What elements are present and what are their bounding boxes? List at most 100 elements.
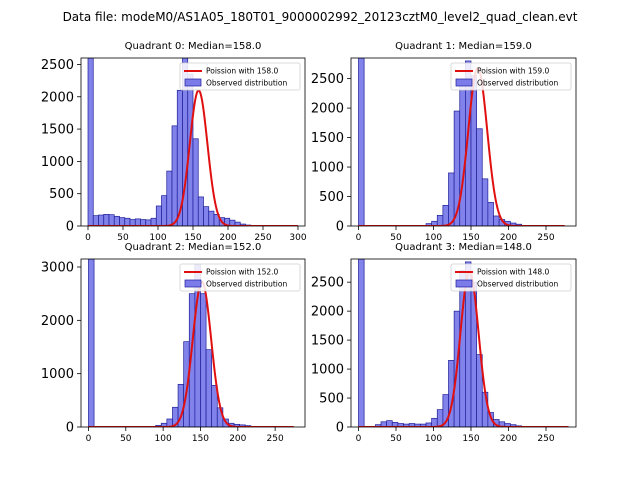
axes-frame bbox=[350, 57, 577, 227]
legend: Poission with 158.0 Observed distribution bbox=[179, 62, 301, 91]
histogram-bar bbox=[103, 214, 110, 226]
y-tick-label: 2000 bbox=[311, 305, 344, 320]
y-tick-label: 0 bbox=[66, 220, 74, 235]
subplot-title: Quadrant 2: Median=152.0 bbox=[125, 242, 262, 253]
legend-box bbox=[179, 62, 301, 91]
y-tick-label: 1000 bbox=[41, 155, 74, 170]
legend: Poission with 148.0 Observed distribution bbox=[450, 263, 572, 292]
y-tick-label: 2500 bbox=[41, 58, 74, 73]
x-tick-label: 200 bbox=[500, 233, 517, 243]
subplot-0: Quadrant 0: Median=158.00500100015002000… bbox=[41, 41, 307, 243]
histogram-bar bbox=[98, 214, 105, 226]
x-tick-label: 50 bbox=[117, 233, 129, 243]
histogram-bar bbox=[481, 178, 489, 226]
histogram-bar bbox=[203, 206, 210, 226]
x-tick-label: 0 bbox=[86, 434, 92, 444]
histogram-bar bbox=[493, 215, 500, 226]
y-tick-label: 0 bbox=[66, 421, 74, 436]
histogram-bar bbox=[113, 215, 120, 226]
y-tick-label: 500 bbox=[319, 190, 344, 205]
histogram-bar bbox=[208, 210, 215, 226]
legend-entry-observed: Observed distribution bbox=[477, 280, 558, 289]
y-tick-label: 2000 bbox=[41, 90, 74, 105]
x-tick-label: 250 bbox=[537, 434, 554, 444]
y-tick-label: 500 bbox=[319, 392, 344, 407]
x-tick-label: 50 bbox=[120, 434, 132, 444]
legend-box bbox=[179, 263, 301, 292]
legend: Poission with 152.0 Observed distribution bbox=[179, 263, 301, 292]
legend-entry-observed: Observed distribution bbox=[206, 280, 287, 289]
legend-entry-poisson: Poission with 152.0 bbox=[206, 268, 279, 277]
poisson-curve bbox=[358, 270, 569, 427]
histogram-bar bbox=[124, 217, 131, 226]
x-tick-label: 0 bbox=[85, 233, 91, 243]
y-tick-label: 2500 bbox=[311, 276, 344, 291]
x-tick-label: 100 bbox=[155, 434, 172, 444]
y-tick-label: 2000 bbox=[41, 314, 74, 329]
x-tick-label: 250 bbox=[537, 233, 554, 243]
y-tick-label: 1500 bbox=[41, 123, 74, 138]
figure-suptitle: Data file: modeM0/AS1A05_180T01_90000029… bbox=[63, 10, 578, 24]
x-tick-label: 200 bbox=[229, 434, 246, 444]
y-tick-label: 2000 bbox=[311, 102, 344, 117]
poisson-curve bbox=[88, 280, 294, 427]
histogram-bar bbox=[205, 349, 213, 427]
y-tick-label: 500 bbox=[49, 187, 74, 202]
x-tick-label: 200 bbox=[219, 233, 236, 243]
y-tick-label: 1000 bbox=[311, 363, 344, 378]
legend: Poission with 159.0 Observed distribution bbox=[450, 62, 572, 91]
histogram-bar bbox=[192, 138, 199, 226]
histogram-bar bbox=[431, 417, 438, 427]
x-tick-label: 150 bbox=[462, 233, 479, 243]
x-tick-label: 250 bbox=[254, 233, 271, 243]
subplot-title: Quadrant 0: Median=158.0 bbox=[125, 41, 262, 52]
histogram-bar bbox=[436, 215, 444, 226]
plot-area-0 bbox=[87, 58, 298, 226]
x-tick-label: 100 bbox=[149, 233, 166, 243]
x-tick-label: 150 bbox=[184, 233, 201, 243]
y-tick-label: 2500 bbox=[311, 72, 344, 87]
legend-bar-swatch bbox=[184, 78, 202, 87]
histogram-bar bbox=[119, 217, 126, 226]
y-tick-label: 1500 bbox=[311, 334, 344, 349]
poisson-curve bbox=[88, 89, 298, 226]
subplot-title: Quadrant 1: Median=159.0 bbox=[395, 41, 532, 52]
x-tick-label: 0 bbox=[356, 233, 362, 243]
x-tick-label: 250 bbox=[267, 434, 284, 444]
y-tick-label: 0 bbox=[336, 220, 344, 235]
legend-entry-poisson: Poission with 148.0 bbox=[477, 268, 550, 277]
histogram-bar bbox=[197, 196, 204, 226]
histogram-bar bbox=[88, 259, 95, 427]
subplot-1: Quadrant 1: Median=159.00500100015002000… bbox=[311, 41, 577, 243]
histogram-bar bbox=[358, 259, 365, 427]
legend-bar-swatch bbox=[455, 279, 473, 288]
x-tick-label: 150 bbox=[192, 434, 209, 444]
histogram-bar bbox=[134, 218, 141, 226]
histogram-bar bbox=[161, 195, 168, 226]
y-tick-label: 1000 bbox=[41, 367, 74, 382]
x-tick-label: 200 bbox=[500, 434, 517, 444]
y-tick-label: 1500 bbox=[311, 131, 344, 146]
poisson-curve bbox=[358, 66, 565, 226]
histogram-bar bbox=[459, 81, 466, 226]
plot-area-1 bbox=[358, 58, 565, 226]
legend-entry-observed: Observed distribution bbox=[206, 79, 287, 88]
x-tick-label: 50 bbox=[390, 434, 402, 444]
x-tick-label: 150 bbox=[462, 434, 479, 444]
histogram-bar bbox=[476, 354, 483, 427]
axes-frame bbox=[80, 258, 306, 428]
histogram-bar bbox=[108, 214, 115, 226]
histogram-bar bbox=[448, 172, 455, 226]
histogram-bar bbox=[487, 202, 494, 226]
histogram-bar bbox=[155, 205, 162, 226]
x-tick-label: 300 bbox=[289, 233, 306, 243]
axes-frame bbox=[350, 258, 577, 428]
legend-box bbox=[450, 62, 572, 91]
legend-bar-swatch bbox=[455, 78, 473, 87]
y-tick-label: 3000 bbox=[41, 261, 74, 276]
y-tick-label: 1000 bbox=[311, 161, 344, 176]
histogram-bar bbox=[358, 58, 365, 226]
legend-entry-poisson: Poission with 159.0 bbox=[477, 67, 550, 76]
histogram-bar bbox=[442, 205, 449, 226]
